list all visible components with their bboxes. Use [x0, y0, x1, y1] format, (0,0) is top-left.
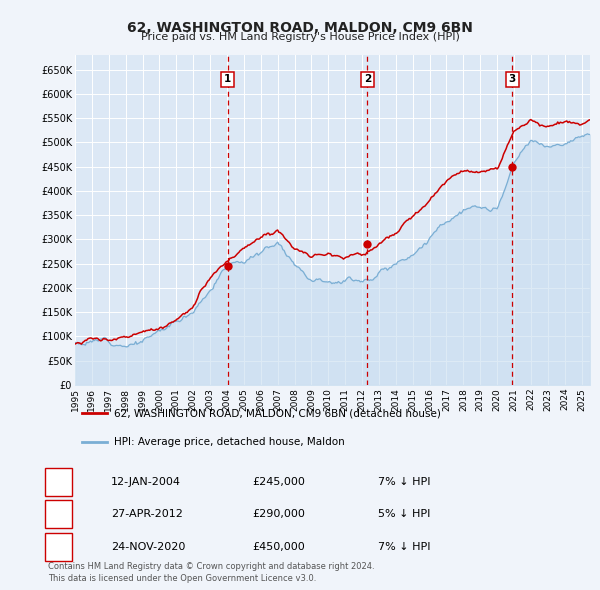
- Text: HPI: Average price, detached house, Maldon: HPI: Average price, detached house, Mald…: [114, 437, 345, 447]
- Text: Contains HM Land Registry data © Crown copyright and database right 2024.
This d: Contains HM Land Registry data © Crown c…: [48, 562, 374, 583]
- Text: 7% ↓ HPI: 7% ↓ HPI: [378, 542, 431, 552]
- Text: 62, WASHINGTON ROAD, MALDON, CM9 6BN: 62, WASHINGTON ROAD, MALDON, CM9 6BN: [127, 21, 473, 35]
- Text: £450,000: £450,000: [252, 542, 305, 552]
- Text: 5% ↓ HPI: 5% ↓ HPI: [378, 509, 430, 519]
- Text: 3: 3: [55, 542, 62, 552]
- Text: 2: 2: [55, 509, 62, 519]
- Text: 3: 3: [509, 74, 516, 84]
- Text: 2: 2: [364, 74, 371, 84]
- Text: 12-JAN-2004: 12-JAN-2004: [111, 477, 181, 487]
- Text: Price paid vs. HM Land Registry's House Price Index (HPI): Price paid vs. HM Land Registry's House …: [140, 32, 460, 42]
- Text: 7% ↓ HPI: 7% ↓ HPI: [378, 477, 431, 487]
- Text: 27-APR-2012: 27-APR-2012: [111, 509, 183, 519]
- Text: 1: 1: [55, 477, 62, 487]
- Text: £290,000: £290,000: [252, 509, 305, 519]
- Text: 1: 1: [224, 74, 231, 84]
- Text: 62, WASHINGTON ROAD, MALDON, CM9 6BN (detached house): 62, WASHINGTON ROAD, MALDON, CM9 6BN (de…: [114, 408, 441, 418]
- Text: 24-NOV-2020: 24-NOV-2020: [111, 542, 185, 552]
- Text: £245,000: £245,000: [252, 477, 305, 487]
